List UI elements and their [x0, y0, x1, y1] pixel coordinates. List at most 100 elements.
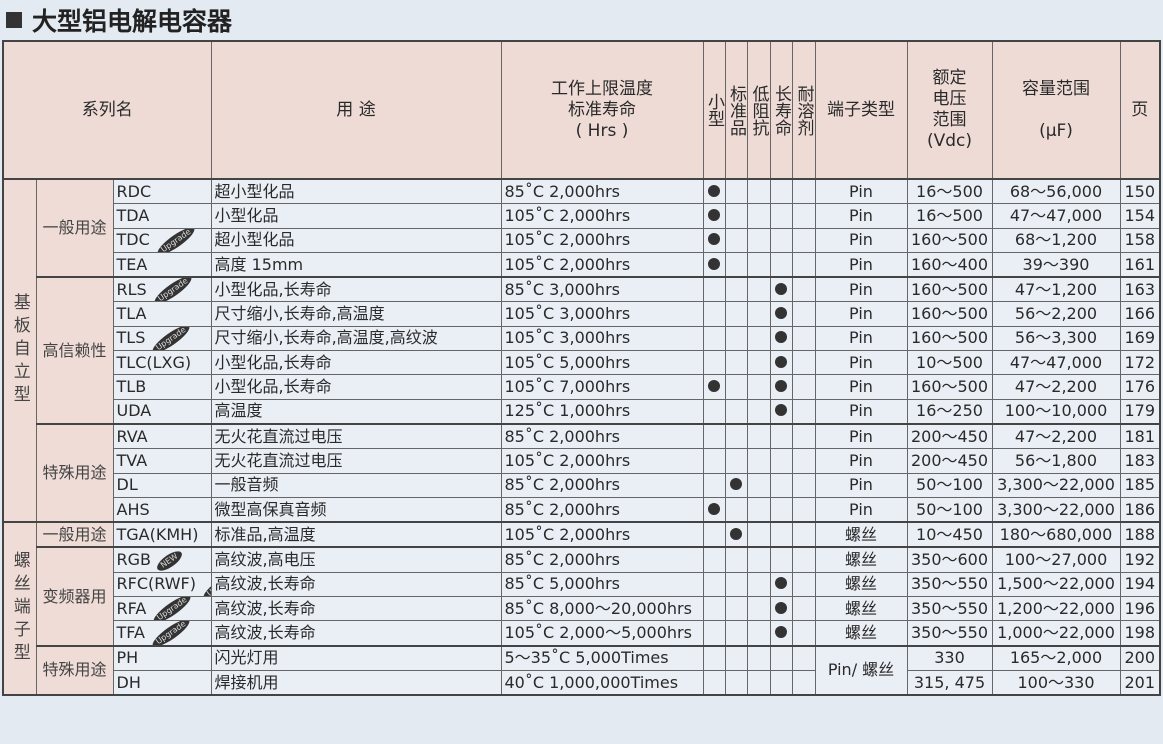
series-text: RFC(RWF)	[116, 574, 196, 594]
flag-cell	[702, 669, 726, 696]
flag-cell	[746, 301, 771, 327]
capacity-range: 100～27,000	[991, 546, 1121, 573]
flag-cell	[746, 325, 771, 352]
page-number: 192	[1119, 546, 1161, 573]
capacitor-table: 系列名 用 途 工作上限温度 标准寿命( Hrs ) 小型 标准品 低阻抗 长寿命…	[2, 40, 1161, 697]
dot-icon	[708, 380, 720, 393]
table-row: DL 一般音频 85˚C 2,000hrs Pin 50～100 3,300～22,000…	[3, 472, 1161, 498]
voltage-range: 350～550	[906, 571, 993, 598]
flag-cell	[769, 669, 793, 696]
subgroup-label: 特殊用途	[35, 644, 114, 696]
table-row: 特殊用途 PH 闪光灯用 5～35˚C 5,000Times Pin/ 螺丝 330 165…	[3, 644, 1161, 696]
series-text: TEA	[116, 254, 148, 274]
flag-cell	[791, 620, 816, 647]
flag-cell	[702, 644, 726, 671]
series-name: TLS Upgrade	[112, 325, 212, 352]
table-row: TLC(LXG) 小型化品,长寿命 105˚C 5,000hrs Pin 10～500 4…	[3, 350, 1161, 376]
flag-cell	[791, 422, 816, 450]
flag-cell	[746, 422, 771, 450]
dot-icon	[708, 184, 720, 197]
series-name: RGB NEW	[112, 546, 212, 573]
capacity-range: 1,000～22,000	[991, 620, 1121, 647]
flag-cell	[724, 472, 748, 498]
temp-life: 105˚C 2,000hrs	[500, 521, 704, 548]
voltage-range: 350～600	[906, 546, 993, 573]
dot-icon	[708, 257, 720, 270]
flag-cell	[769, 325, 793, 352]
usage: 高度 15mm	[210, 251, 502, 278]
table-row: TFA Upgrade 高纹波,长寿命 105˚C 2,000～5,000hrs 螺丝 3…	[3, 620, 1161, 647]
dot-icon	[775, 307, 787, 320]
flag-cell	[791, 496, 816, 523]
table-row: 高信赖性 RLS Upgrade 小型化品,长寿命 85˚C 3,000hrs Pin 16…	[3, 276, 1161, 425]
series-name: TEA	[112, 251, 212, 278]
flag-cell	[791, 227, 816, 253]
page-number: 200	[1119, 644, 1161, 671]
voltage-range: 350～550	[906, 620, 993, 647]
header-solvent-resistant: 耐溶剂	[791, 40, 816, 180]
terminal-type: 螺丝	[814, 571, 908, 598]
flag-cell	[746, 350, 771, 376]
usage: 焊接机用	[210, 669, 502, 696]
group-label: 基板自立型	[2, 177, 37, 523]
header-long-life: 长寿命	[769, 40, 793, 180]
voltage-range: 50～100	[906, 472, 993, 498]
group-label: 螺丝端子型	[2, 521, 37, 696]
flag-cell	[702, 276, 726, 303]
usage: 无火花直流过电压	[210, 422, 502, 450]
series-name: DL	[112, 472, 212, 498]
series-text: TLB	[116, 377, 147, 397]
temp-life: 85˚C 2,000hrs	[500, 178, 704, 205]
temp-life: 105˚C 3,000hrs	[500, 301, 704, 327]
series-text: TLA	[116, 304, 147, 324]
capacity-range: 1,200～22,000	[991, 596, 1121, 622]
voltage-range: 160～500	[906, 227, 993, 253]
flag-cell	[724, 596, 748, 622]
terminal-type: 螺丝	[814, 521, 908, 548]
header-row: 系列名 用 途 工作上限温度 标准寿命( Hrs ) 小型 标准品 低阻抗 长寿命…	[2, 40, 1161, 180]
table-row: RFC(RWF) Upgrade 高纹波,长寿命 85˚C 5,000hrs 螺丝 350…	[3, 571, 1161, 598]
title-text: 大型铝电解电容器	[32, 7, 233, 36]
flag-cell	[791, 669, 816, 696]
flag-cell	[769, 546, 793, 573]
capacity-range: 1,500～22,000	[991, 571, 1121, 598]
flag-cell	[769, 374, 793, 400]
series-name: TGA(KMH)	[112, 521, 212, 548]
temp-life: 105˚C 2,000hrs	[500, 448, 704, 474]
table-row: 基板自立型 一般用途 RDC 超小型化品 85˚C 2,000hrs Pin 16～500 6…	[2, 177, 1161, 523]
flag-cell	[702, 472, 726, 498]
dot-icon	[775, 282, 787, 295]
series-name: RFA Upgrade	[112, 596, 212, 622]
terminal-type: Pin/ 螺丝	[814, 644, 908, 696]
flag-cell	[724, 546, 748, 573]
series-name: RVA	[112, 422, 212, 450]
usage: 标准品,高温度	[210, 521, 502, 548]
dot-icon	[730, 527, 742, 540]
page-number: 183	[1119, 448, 1161, 474]
flag-cell	[724, 301, 748, 327]
dot-icon	[775, 625, 787, 638]
series-text: TFA	[116, 622, 145, 642]
series-text: RVA	[116, 426, 148, 446]
flag-cell	[724, 644, 748, 671]
subgroup-label: 一般用途	[35, 521, 114, 548]
flag-cell	[746, 276, 771, 303]
flag-cell	[702, 301, 726, 327]
page-number: 201	[1119, 669, 1161, 696]
flag-cell	[724, 178, 748, 205]
series-name: TDA	[112, 203, 212, 229]
flag-cell	[769, 596, 793, 622]
temp-life: 5～35˚C 5,000Times	[500, 644, 704, 671]
table-row: RFA Upgrade 高纹波,长寿命 85˚C 8,000～20,000hrs 螺丝 3…	[3, 596, 1161, 622]
header-voltage: 额定 电压 范围 (Vdc)	[906, 40, 993, 180]
flag-cell	[791, 276, 816, 303]
usage: 高温度	[210, 398, 502, 425]
capacity-range: 47～2,200	[991, 422, 1121, 450]
flag-cell	[769, 472, 793, 498]
flag-cell	[791, 203, 816, 229]
page-number: 185	[1119, 472, 1161, 498]
temp-life: 105˚C 2,000hrs	[500, 251, 704, 278]
voltage-range: 315, 475	[906, 669, 993, 696]
temp-life: 40˚C 1,000,000Times	[500, 669, 704, 696]
terminal-type: Pin	[814, 374, 908, 400]
